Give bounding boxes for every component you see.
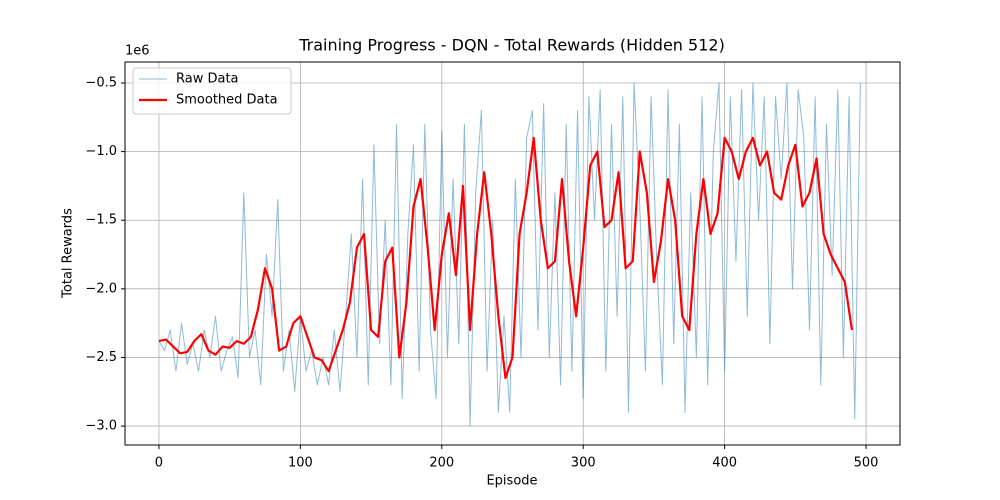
x-tick-label: 100 <box>288 456 313 471</box>
y-tick-label: −2.5 <box>85 350 117 365</box>
x-tick-label: 400 <box>712 456 737 471</box>
x-tick-label: 0 <box>155 456 163 471</box>
plot-frame <box>124 61 901 446</box>
x-tick-label: 200 <box>429 456 454 471</box>
legend-box <box>132 67 292 115</box>
y-axis-label: Total Rewards <box>61 208 76 299</box>
legend-label: Raw Data <box>176 72 239 87</box>
y-tick-label: −2.0 <box>85 281 117 296</box>
legend: Raw Data Smoothed Data <box>132 67 292 115</box>
y-tick-label: −0.5 <box>85 75 117 90</box>
y-offset-label: 1e6 <box>125 44 150 59</box>
chart-title: Training Progress - DQN - Total Rewards … <box>298 36 725 55</box>
series-line <box>158 82 861 427</box>
y-tick-label: −1.0 <box>85 144 117 159</box>
x-tick-label: 500 <box>854 456 879 471</box>
y-tick-label: −1.5 <box>85 213 117 228</box>
legend-label: Smoothed Data <box>176 93 278 108</box>
series-line <box>158 136 854 380</box>
y-tick-label: −3.0 <box>85 419 117 434</box>
x-tick-label: 300 <box>571 456 596 471</box>
x-axis-label: Episode <box>486 474 537 489</box>
